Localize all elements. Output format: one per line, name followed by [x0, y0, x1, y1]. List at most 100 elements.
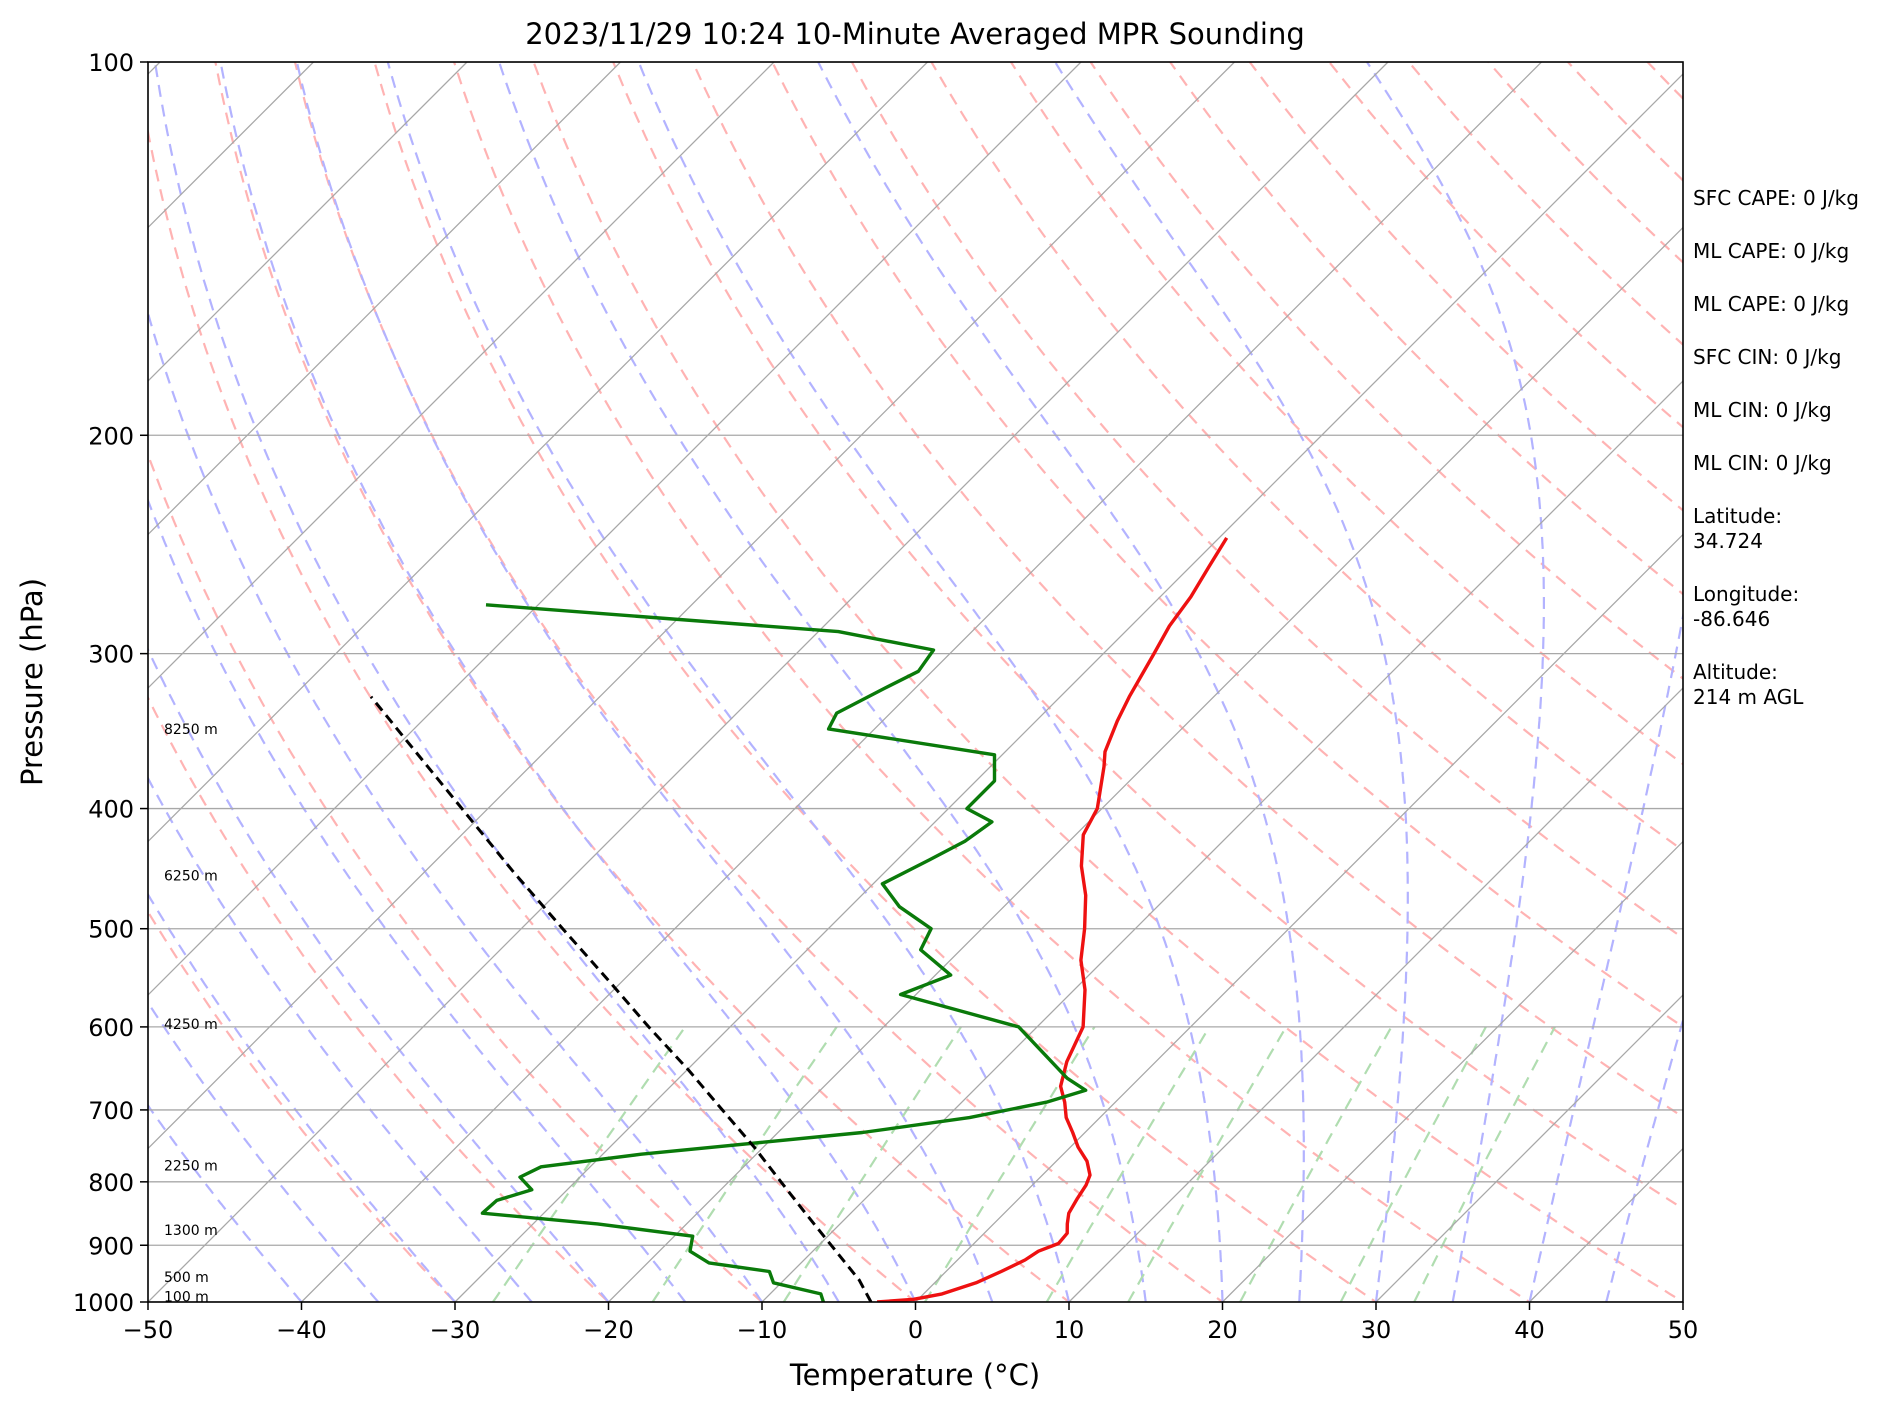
sounding-profiles: [369, 537, 1229, 1302]
height-label: 500 m: [164, 1270, 209, 1286]
dry-adiabats: [148, 62, 1683, 1302]
y-tick-label: 800: [88, 1169, 134, 1197]
chart-title: 2023/11/29 10:24 10-Minute Averaged MPR …: [525, 17, 1305, 51]
altitude-label: Altitude:: [1693, 660, 1778, 684]
dry-adiabat-line: [214, 62, 1071, 1302]
isotherm-line: [1375, 994, 1683, 1302]
info-panel: SFC CAPE: 0 J/kg ML CAPE: 0 J/kg ML CAPE…: [1693, 186, 1888, 738]
latitude-label: Latitude:: [1693, 504, 1783, 528]
mixing-ratio-line: [1127, 1026, 1288, 1302]
x-tick-label: −40: [276, 1316, 327, 1344]
y-tick-label: 600: [88, 1014, 134, 1042]
isotherm-line: [1222, 840, 1683, 1302]
x-tick-label: 20: [1207, 1316, 1238, 1344]
moist-adiabats: [148, 62, 1683, 1302]
isotherm-line: [148, 62, 775, 689]
isotherms: [0, 62, 1683, 1302]
height-label: 8250 m: [164, 722, 218, 738]
latitude-value: 34.724: [1693, 529, 1763, 553]
longitude-label: Longitude:: [1693, 582, 1800, 606]
sfc-cin-text: SFC CIN: 0 J/kg: [1693, 345, 1842, 369]
isotherm-line: [148, 62, 621, 536]
dry-adiabat-line: [148, 695, 611, 1302]
moist-adiabat-line: [498, 62, 1147, 1302]
mixing-ratio-line: [492, 1026, 687, 1302]
x-tick-label: −10: [737, 1316, 788, 1344]
isotherm-line: [148, 62, 1235, 1150]
x-tick-label: −50: [123, 1316, 174, 1344]
sfc-cape-text: SFC CAPE: 0 J/kg: [1693, 186, 1859, 210]
moist-adiabat-line: [817, 62, 1305, 1302]
y-tick-label: 1000: [73, 1289, 134, 1317]
isotherm-line: [148, 62, 1082, 996]
height-labels: 100 m 500 m 1300 m 2250 m 4250 m 6250 m 8250 m: [164, 722, 218, 1306]
y-tick-label: 100: [88, 49, 134, 77]
isotherm-line: [1068, 687, 1683, 1302]
height-label: 100 m: [164, 1290, 209, 1306]
plot-area: [0, 62, 1683, 1302]
x-axis-title: Temperature (°C): [789, 1358, 1040, 1392]
isotherm-line: [148, 62, 1389, 1302]
dry-adiabat-line: [452, 62, 1532, 1302]
x-axis-ticks: −50 −40 −30 −20 −10 0 10 20 30 40 50: [123, 1302, 1699, 1344]
isotherm-line: [148, 62, 468, 382]
x-tick-label: −20: [583, 1316, 634, 1344]
isotherm-line: [761, 380, 1683, 1302]
moist-adiabat-line: [148, 1000, 380, 1302]
height-label: 1300 m: [164, 1223, 218, 1239]
dry-adiabat-line: [691, 62, 1683, 1119]
moist-adiabat-line: [153, 62, 840, 1302]
mixing-ratio-line: [1045, 1026, 1211, 1302]
ml-cin-text: ML CIN: 0 J/kg: [1693, 398, 1832, 422]
x-tick-label: 40: [1514, 1316, 1545, 1344]
moist-adiabat-line: [637, 62, 1224, 1302]
isotherm-line: [301, 62, 1542, 1302]
x-tick-label: 30: [1361, 1316, 1392, 1344]
moist-adiabat-line: [219, 62, 917, 1302]
x-tick-label: 50: [1668, 1316, 1699, 1344]
y-axis-ticks: 1000 900 800 700 600 500 400 300 200 100: [73, 49, 148, 1317]
mixing-ratio-line: [923, 1026, 1096, 1302]
height-label: 6250 m: [164, 869, 218, 885]
moist-adiabat-line: [148, 309, 763, 1302]
x-tick-label: 10: [1054, 1316, 1085, 1344]
dry-adiabat-line: [148, 909, 457, 1302]
moist-adiabat-line: [386, 62, 1071, 1302]
moist-adiabat-line: [1528, 610, 1683, 1302]
y-tick-label: 700: [88, 1097, 134, 1125]
y-tick-label: 300: [88, 641, 134, 669]
isotherm-line: [0, 62, 7, 1302]
mixing-ratio-line: [1339, 1026, 1487, 1302]
moist-adiabat-line: [1605, 1016, 1683, 1302]
dry-adiabat-line: [373, 62, 1378, 1302]
y-tick-label: 400: [88, 796, 134, 824]
ml-cin-text-2: ML CIN: 0 J/kg: [1693, 451, 1832, 475]
dewpoint-profile-line: [480, 603, 1088, 1302]
y-tick-label: 500: [88, 916, 134, 944]
y-tick-label: 900: [88, 1232, 134, 1260]
moist-adiabat-line: [1054, 62, 1409, 1302]
dry-adiabat-line: [1168, 62, 1683, 596]
parcel-profile-line: [369, 695, 873, 1302]
dry-adiabat-line: [612, 62, 1683, 1210]
height-label: 4250 m: [164, 1017, 218, 1033]
moist-adiabat-line: [148, 497, 687, 1302]
temperature-profile-line: [876, 537, 1229, 1302]
pressure-gridlines: [148, 62, 1683, 1302]
mixing-ratio-line: [1413, 1026, 1556, 1302]
moist-adiabat-line: [148, 892, 456, 1302]
dry-adiabat-line: [771, 62, 1683, 1029]
isotherm-line: [608, 226, 1683, 1302]
y-axis-title: Pressure (hPa): [15, 578, 49, 786]
dry-adiabat-line: [293, 62, 1225, 1302]
dry-adiabat-line: [1089, 62, 1683, 681]
x-tick-label: −30: [430, 1316, 481, 1344]
isotherm-line: [454, 73, 1683, 1302]
plot-frame: [147, 61, 1684, 1303]
isotherm-line: [148, 62, 928, 843]
dry-adiabat-line: [148, 451, 764, 1302]
dry-adiabat-line: [532, 62, 1683, 1302]
ml-cape-text: ML CAPE: 0 J/kg: [1693, 239, 1850, 263]
dry-adiabat-line: [148, 126, 918, 1302]
